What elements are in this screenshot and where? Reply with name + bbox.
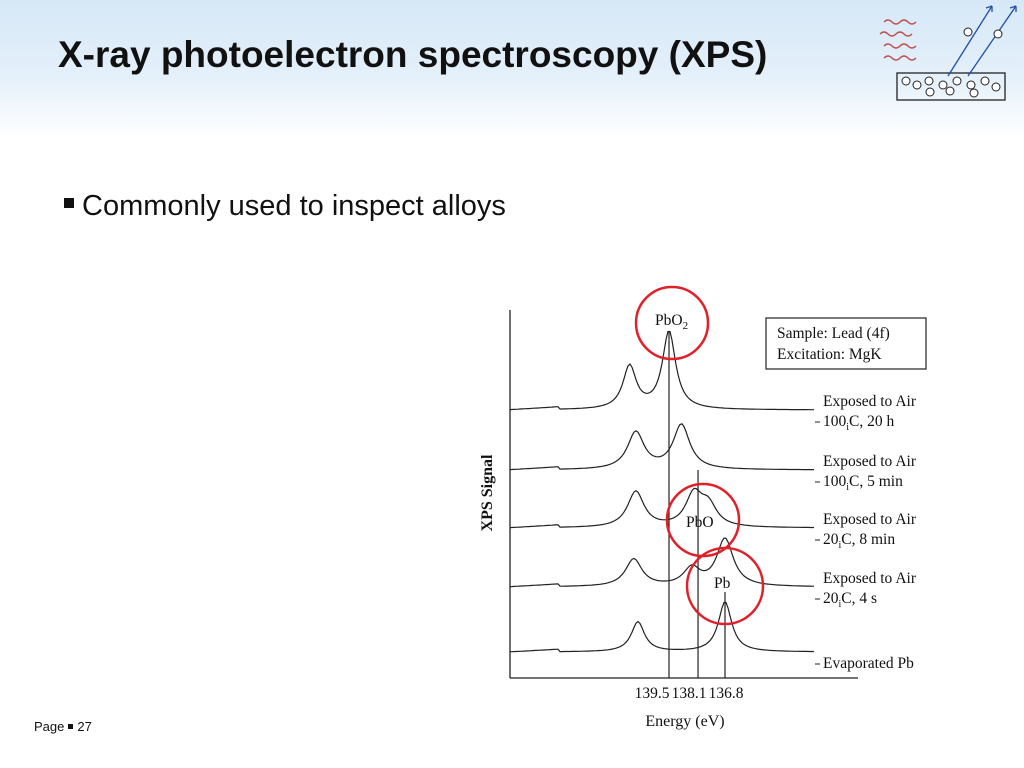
chart-axes	[509, 310, 858, 679]
page-number: 27	[77, 719, 92, 734]
legend-line-1: Excitation: MgK	[777, 346, 882, 363]
chart-labels: Exposed to Air 100iC, 20 h Exposed to Air 1…	[479, 285, 927, 730]
wavy-xray-icon	[879, 19, 917, 61]
x-tick-label-0: 139.5	[635, 685, 670, 702]
series-label-1-line1: Exposed to Air	[823, 453, 917, 470]
highlight-circle-2	[685, 546, 765, 626]
peak-label-0: PbO2	[655, 312, 688, 332]
slide-title: X-ray photoelectron spectroscopy (XPS)	[58, 34, 768, 75]
series-label-0-line1: Exposed to Air	[823, 393, 917, 410]
sample-box-icon	[896, 72, 1006, 101]
y-axis-title: XPS Signal	[479, 454, 496, 531]
series-label-1-line2: 100iC, 5 min	[823, 473, 903, 493]
x-tick-label-2: 136.8	[709, 685, 744, 702]
series-label-2-line1: Exposed to Air	[823, 511, 917, 528]
series-label-3-line2: 20iC, 4 s	[823, 590, 877, 610]
footer-separator-icon	[68, 724, 74, 729]
legend-line-0: Sample: Lead (4f)	[777, 325, 890, 342]
legend-box	[765, 317, 927, 370]
bullet-square-icon	[64, 198, 74, 209]
header-band	[0, 0, 1024, 140]
series-label-4: Evaporated Pb	[823, 655, 914, 672]
chart-curves	[509, 330, 820, 665]
x-axis-title: Energy (eV)	[645, 713, 724, 730]
series-line-0	[509, 330, 814, 411]
x-tick-label-1: 138.1	[672, 685, 707, 702]
peak-label-1: PbO	[686, 514, 714, 531]
highlight-circle-0	[634, 285, 710, 361]
series-line-3	[509, 537, 814, 588]
electron-dots-icon	[901, 27, 1003, 98]
bullet-item: Commonly used to inspect alloys	[64, 190, 506, 223]
peak-label-2: Pb	[714, 575, 731, 592]
footer-label: Page	[34, 719, 65, 734]
series-line-4	[509, 601, 814, 653]
emission-arrows-icon	[947, 5, 1017, 77]
series-label-3-line1: Exposed to Air	[823, 570, 917, 587]
footer: Page 27	[34, 719, 92, 734]
bullet-text: Commonly used to inspect alloys	[82, 190, 506, 222]
series-line-2	[509, 487, 814, 529]
series-label-0-line2: 100iC, 20 h	[823, 413, 894, 433]
series-label-2-line2: 20iC, 8 min	[823, 531, 895, 551]
series-line-1	[509, 423, 814, 471]
